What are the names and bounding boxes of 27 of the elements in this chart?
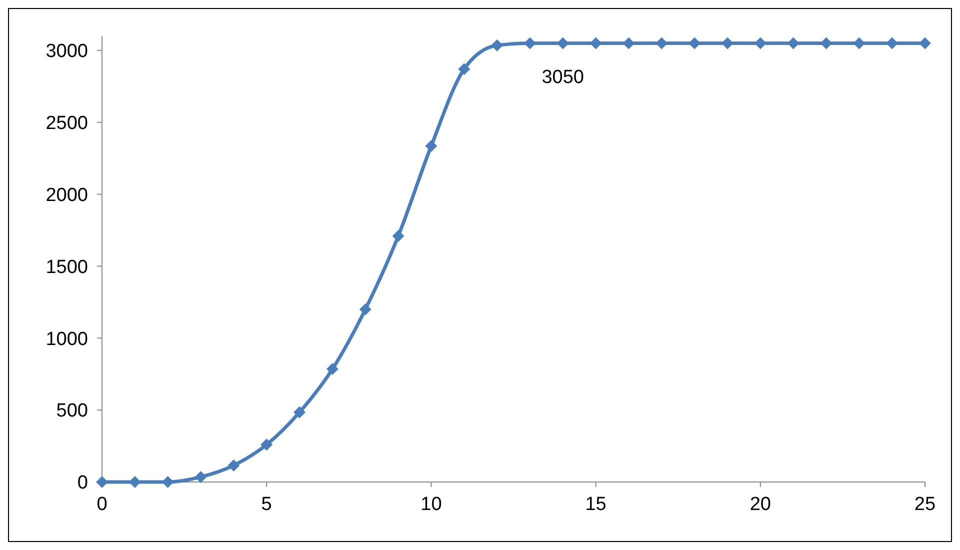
x-tick-label: 0: [96, 494, 108, 515]
point: [919, 37, 931, 50]
point: [359, 303, 372, 316]
point: [326, 363, 338, 376]
point: [294, 406, 306, 418]
point: [194, 470, 207, 483]
x-tick-label: 10: [420, 494, 442, 515]
annotation: 3050: [542, 67, 584, 88]
point: [524, 37, 536, 50]
y-tick-label: 2000: [46, 184, 88, 206]
y-tick-label: 3000: [46, 41, 88, 62]
y-tick-label: 0: [77, 472, 88, 494]
point: [96, 476, 108, 488]
x-tick-label: 25: [914, 494, 936, 515]
point: [228, 459, 240, 472]
point: [392, 230, 404, 242]
y-tick-label: 2500: [46, 112, 88, 134]
point: [425, 140, 438, 152]
x-tick-label: 15: [585, 494, 606, 515]
point: [458, 63, 470, 76]
point: [260, 438, 273, 451]
y-tick-label: 1000: [46, 328, 88, 350]
x-tick-label: 5: [261, 494, 272, 515]
y-tick-label: 500: [56, 400, 88, 422]
point: [491, 39, 504, 52]
y-tick-label: 1500: [46, 256, 88, 278]
x-tick-label: 20: [750, 494, 771, 515]
